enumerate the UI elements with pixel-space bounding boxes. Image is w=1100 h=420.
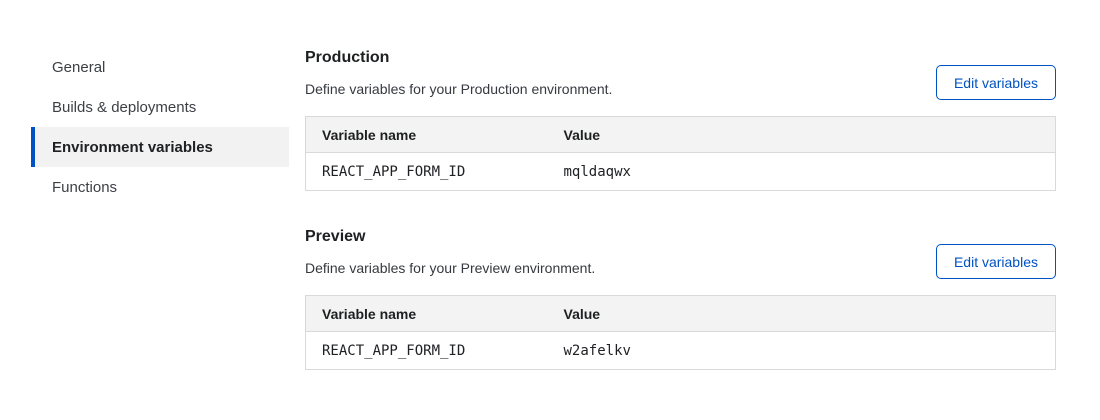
settings-page: General Builds & deployments Environment… (31, 47, 1056, 370)
environment-variables-content: Production Define variables for your Pro… (305, 47, 1056, 370)
preview-section: Preview Define variables for your Previe… (305, 226, 1056, 370)
production-title: Production (305, 49, 390, 66)
settings-sidebar: General Builds & deployments Environment… (31, 47, 289, 370)
column-header-value: Value (547, 295, 1056, 332)
production-section-header: Production Define variables for your Pro… (305, 47, 1056, 100)
sidebar-item-environment-variables[interactable]: Environment variables (31, 127, 289, 167)
production-variables-table: Variable name Value REACT_APP_FORM_ID mq… (305, 116, 1056, 191)
table-header-row: Variable name Value (305, 116, 1056, 153)
preview-title: Preview (305, 228, 366, 245)
preview-edit-variables-button[interactable]: Edit variables (935, 244, 1056, 279)
table-header-row: Variable name Value (305, 295, 1056, 332)
column-header-value: Value (547, 116, 1056, 153)
table-row: REACT_APP_FORM_ID w2afelkv (305, 331, 1056, 370)
production-description: Define variables for your Production env… (305, 81, 613, 97)
production-edit-variables-button[interactable]: Edit variables (935, 65, 1056, 100)
sidebar-item-functions[interactable]: Functions (52, 178, 118, 196)
preview-variables-table: Variable name Value REACT_APP_FORM_ID w2… (305, 295, 1056, 370)
production-section-text: Production Define variables for your Pro… (305, 47, 612, 100)
preview-section-header: Preview Define variables for your Previe… (305, 226, 1056, 279)
variable-name-cell: REACT_APP_FORM_ID (305, 331, 548, 370)
variable-name-cell: REACT_APP_FORM_ID (305, 152, 548, 191)
column-header-variable-name: Variable name (305, 295, 548, 332)
preview-description: Define variables for your Preview enviro… (305, 260, 596, 276)
table-row: REACT_APP_FORM_ID mqldaqwx (305, 152, 1056, 191)
sidebar-item-builds-deployments[interactable]: Builds & deployments (52, 98, 197, 116)
preview-section-text: Preview Define variables for your Previe… (305, 226, 595, 279)
production-section: Production Define variables for your Pro… (305, 47, 1056, 191)
variable-value-cell: w2afelkv (547, 331, 1056, 370)
sidebar-item-general[interactable]: General (52, 58, 106, 76)
column-header-variable-name: Variable name (305, 116, 548, 153)
variable-value-cell: mqldaqwx (547, 152, 1056, 191)
